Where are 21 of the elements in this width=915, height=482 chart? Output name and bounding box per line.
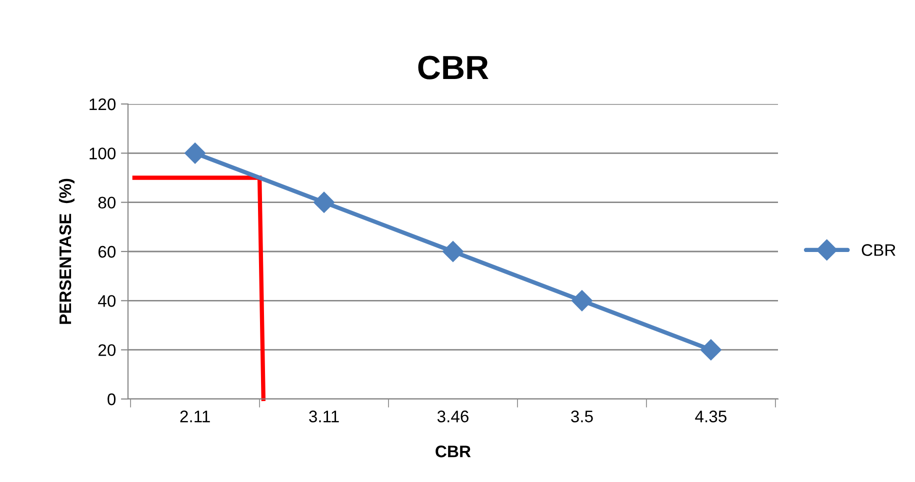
y-tick-label: 60 bbox=[98, 246, 116, 258]
x-tick-label: 2.11 bbox=[180, 410, 210, 422]
x-axis-title: CBR bbox=[436, 446, 471, 458]
point bbox=[700, 339, 722, 360]
x-tick-label: 3.5 bbox=[571, 410, 593, 422]
legend-label: CBR bbox=[862, 244, 896, 256]
point bbox=[442, 240, 464, 262]
point bbox=[184, 142, 206, 164]
y-tick-label: 20 bbox=[98, 344, 116, 356]
y-tick-label: 100 bbox=[90, 148, 116, 160]
x-tick-label: 4.35 bbox=[695, 410, 726, 422]
y-tick-label: 120 bbox=[90, 98, 116, 110]
y-axis-title: PERSENTASE (%) bbox=[58, 178, 74, 324]
x-tick-label: 3.46 bbox=[437, 410, 468, 422]
y-tick-label: 0 bbox=[108, 393, 116, 406]
point bbox=[314, 192, 335, 213]
chart-title: CBR bbox=[418, 56, 488, 80]
y-tick-label: 80 bbox=[98, 196, 116, 209]
point bbox=[571, 290, 592, 312]
x-tick-label: 3.11 bbox=[309, 410, 339, 422]
y-tick-label: 40 bbox=[98, 295, 116, 307]
